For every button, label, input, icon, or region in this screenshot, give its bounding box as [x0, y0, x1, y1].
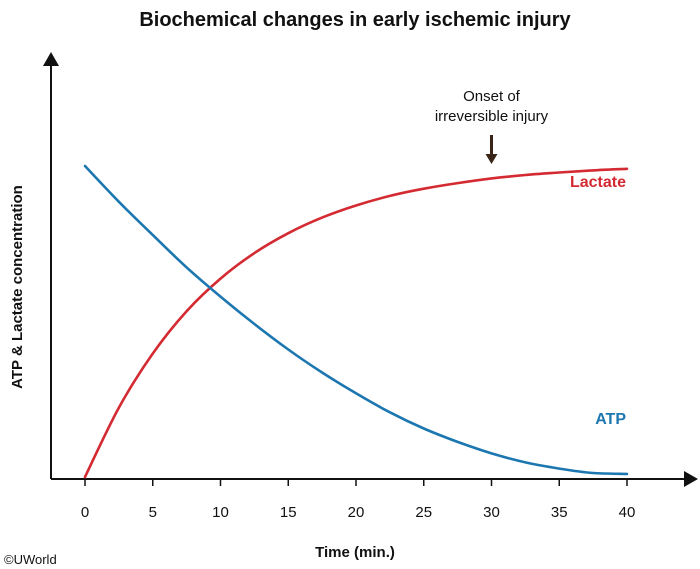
series-label-atp: ATP: [595, 411, 626, 428]
series-labels: Lactate ATP: [570, 174, 626, 428]
x-tick-label: 15: [280, 504, 297, 521]
series-line-lactate: [83, 167, 629, 479]
annotation-line: irreversible injury: [435, 108, 549, 125]
x-tick-label: 25: [415, 504, 432, 521]
annotation-line: Onset of: [463, 88, 521, 105]
annotation-arrow: [485, 135, 498, 164]
annotation-group: Onset of irreversible injury: [435, 88, 549, 164]
x-tick-label: 10: [212, 504, 229, 521]
x-tick-label: 20: [348, 504, 365, 521]
series-line-atp: [83, 164, 629, 476]
x-tick-label: 5: [149, 504, 157, 521]
annotation-text: Onset of irreversible injury: [435, 88, 549, 125]
series-label-lactate: Lactate: [570, 174, 626, 191]
chart-title: Biochemical changes in early ischemic in…: [139, 9, 571, 31]
y-axis-arrowhead: [43, 52, 59, 66]
y-axis-title: ATP & Lactate concentration: [9, 185, 26, 389]
x-tick-label: 35: [551, 504, 568, 521]
annotation-arrow-head: [485, 154, 498, 164]
series-lines: [83, 164, 629, 479]
x-ticks: 0 5 10 15 20 25 30 35 40: [81, 479, 636, 521]
x-tick-label: 0: [81, 504, 89, 521]
axes: [43, 52, 698, 487]
x-axis-arrowhead: [684, 471, 698, 487]
x-tick-label: 40: [619, 504, 636, 521]
x-axis-title: Time (min.): [315, 544, 395, 561]
copyright-text: ©UWorld: [4, 552, 57, 567]
x-tick-label: 30: [483, 504, 500, 521]
